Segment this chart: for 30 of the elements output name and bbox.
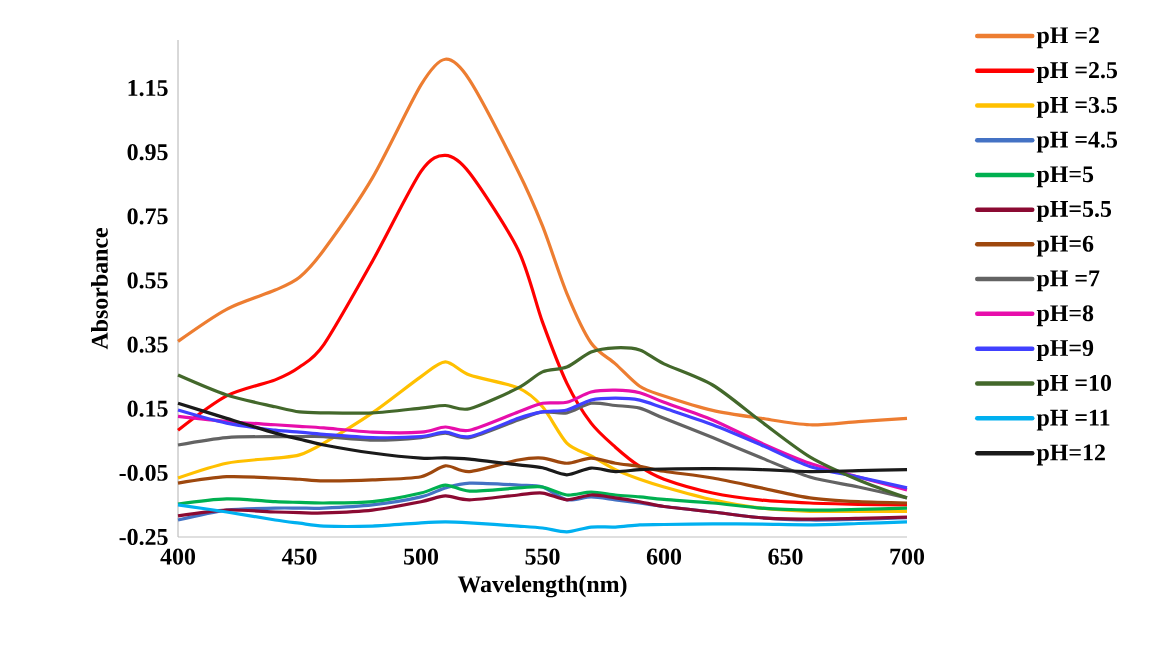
- y-tick-label: 0.95: [127, 144, 168, 161]
- x-tick-label: 550: [525, 548, 560, 565]
- x-tick-label: 400: [160, 548, 196, 565]
- legend-label: pH =7: [1036, 270, 1100, 292]
- legend-label: pH =2: [1036, 27, 1099, 49]
- x-axis-title: Wavelength(nm): [457, 575, 627, 598]
- y-tick-label: 0.35: [127, 336, 168, 353]
- x-tick-label: 600: [646, 548, 682, 565]
- x-tick-label: 450: [281, 548, 317, 565]
- x-tick-label: 700: [890, 548, 925, 565]
- y-tick-label: 0.55: [127, 272, 168, 289]
- y-tick-label: 1.15: [128, 80, 168, 97]
- y-axis-title: Absorbance: [91, 228, 108, 350]
- legend-label: pH =3.5: [1036, 96, 1118, 118]
- y-tick-label: -0.05: [119, 464, 168, 481]
- legend-label: pH=8: [1036, 305, 1094, 327]
- legend-label: pH =2.5: [1036, 62, 1118, 84]
- y-tick-label: 0.75: [127, 208, 168, 225]
- legend-label: pH=5: [1036, 166, 1094, 188]
- x-tick-label: 500: [404, 548, 439, 565]
- legend-label: pH =11: [1036, 409, 1110, 431]
- y-tick-label: 0.15: [127, 400, 168, 417]
- legend-label: pH =10: [1036, 374, 1111, 396]
- x-tick-label: 650: [768, 548, 803, 565]
- legend-label: pH =4.5: [1036, 131, 1118, 153]
- legend-label: pH=6: [1036, 235, 1094, 257]
- y-tick-label: -0.25: [119, 528, 168, 546]
- legend-label: pH=12: [1036, 444, 1105, 466]
- legend-label: pH=5.5: [1036, 201, 1112, 222]
- legend-label: pH=9: [1036, 340, 1094, 361]
